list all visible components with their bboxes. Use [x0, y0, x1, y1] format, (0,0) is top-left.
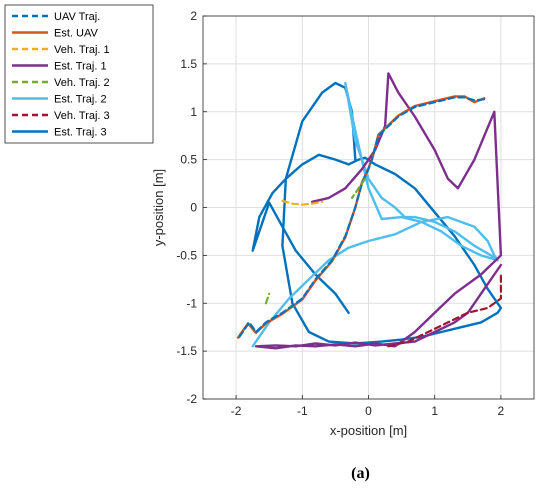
x-tick-label: 2 [498, 404, 505, 418]
legend-entry: Est. UAV [54, 28, 98, 40]
x-tick-label: 1 [431, 404, 438, 418]
y-tick-label: 2 [190, 9, 197, 23]
series-veh-traj-2 [350, 177, 367, 199]
y-tick-label: 0.5 [180, 153, 197, 167]
series-veh-traj-2 [264, 292, 271, 305]
legend-entry: UAV Traj. [54, 11, 100, 23]
series-group [236, 72, 503, 350]
legend-entry: Veh. Traj. 1 [54, 44, 110, 56]
y-tick-label: -0.5 [176, 248, 197, 262]
legend-entry: Est. Traj. 2 [54, 94, 107, 106]
y-tick-label: -1 [186, 296, 197, 310]
series-uav-traj [238, 96, 486, 338]
legend-entry: Est. Traj. 1 [54, 61, 107, 73]
series-veh-traj-3 [387, 273, 502, 348]
tick-labels: -2 -1 0 1 2 -2 -1.5 -1 -0.5 0 0.5 1 1.5 2 [176, 9, 504, 418]
legend-entry: Veh. Traj. 2 [54, 77, 110, 89]
series-est-traj-3 [251, 81, 503, 345]
y-tick-label: 0 [190, 201, 197, 215]
series-veh-traj-1 [281, 199, 324, 206]
y-tick-label: -1.5 [176, 344, 197, 358]
y-axis-label: y-position [m] [151, 169, 166, 246]
legend-box [4, 4, 154, 144]
y-tick-label: -2 [186, 392, 197, 406]
legend-entry: Est. Traj. 3 [54, 127, 107, 139]
y-tick-label: 1.5 [180, 57, 197, 71]
figure-caption: (a) [351, 465, 370, 482]
x-tick-label: 0 [365, 404, 372, 418]
y-tick-label: 1 [190, 105, 197, 119]
x-tick-label: -1 [297, 404, 308, 418]
legend-entry: Veh. Traj. 3 [54, 110, 110, 122]
series-est-traj-1 [254, 72, 503, 350]
x-axis-label: x-position [m] [330, 423, 407, 438]
legend: UAV Traj. Est. UAV Veh. Traj. 1 Est. Traj. … [4, 4, 154, 144]
x-tick-label: -2 [231, 404, 242, 418]
series-est-traj-2 [251, 81, 499, 348]
